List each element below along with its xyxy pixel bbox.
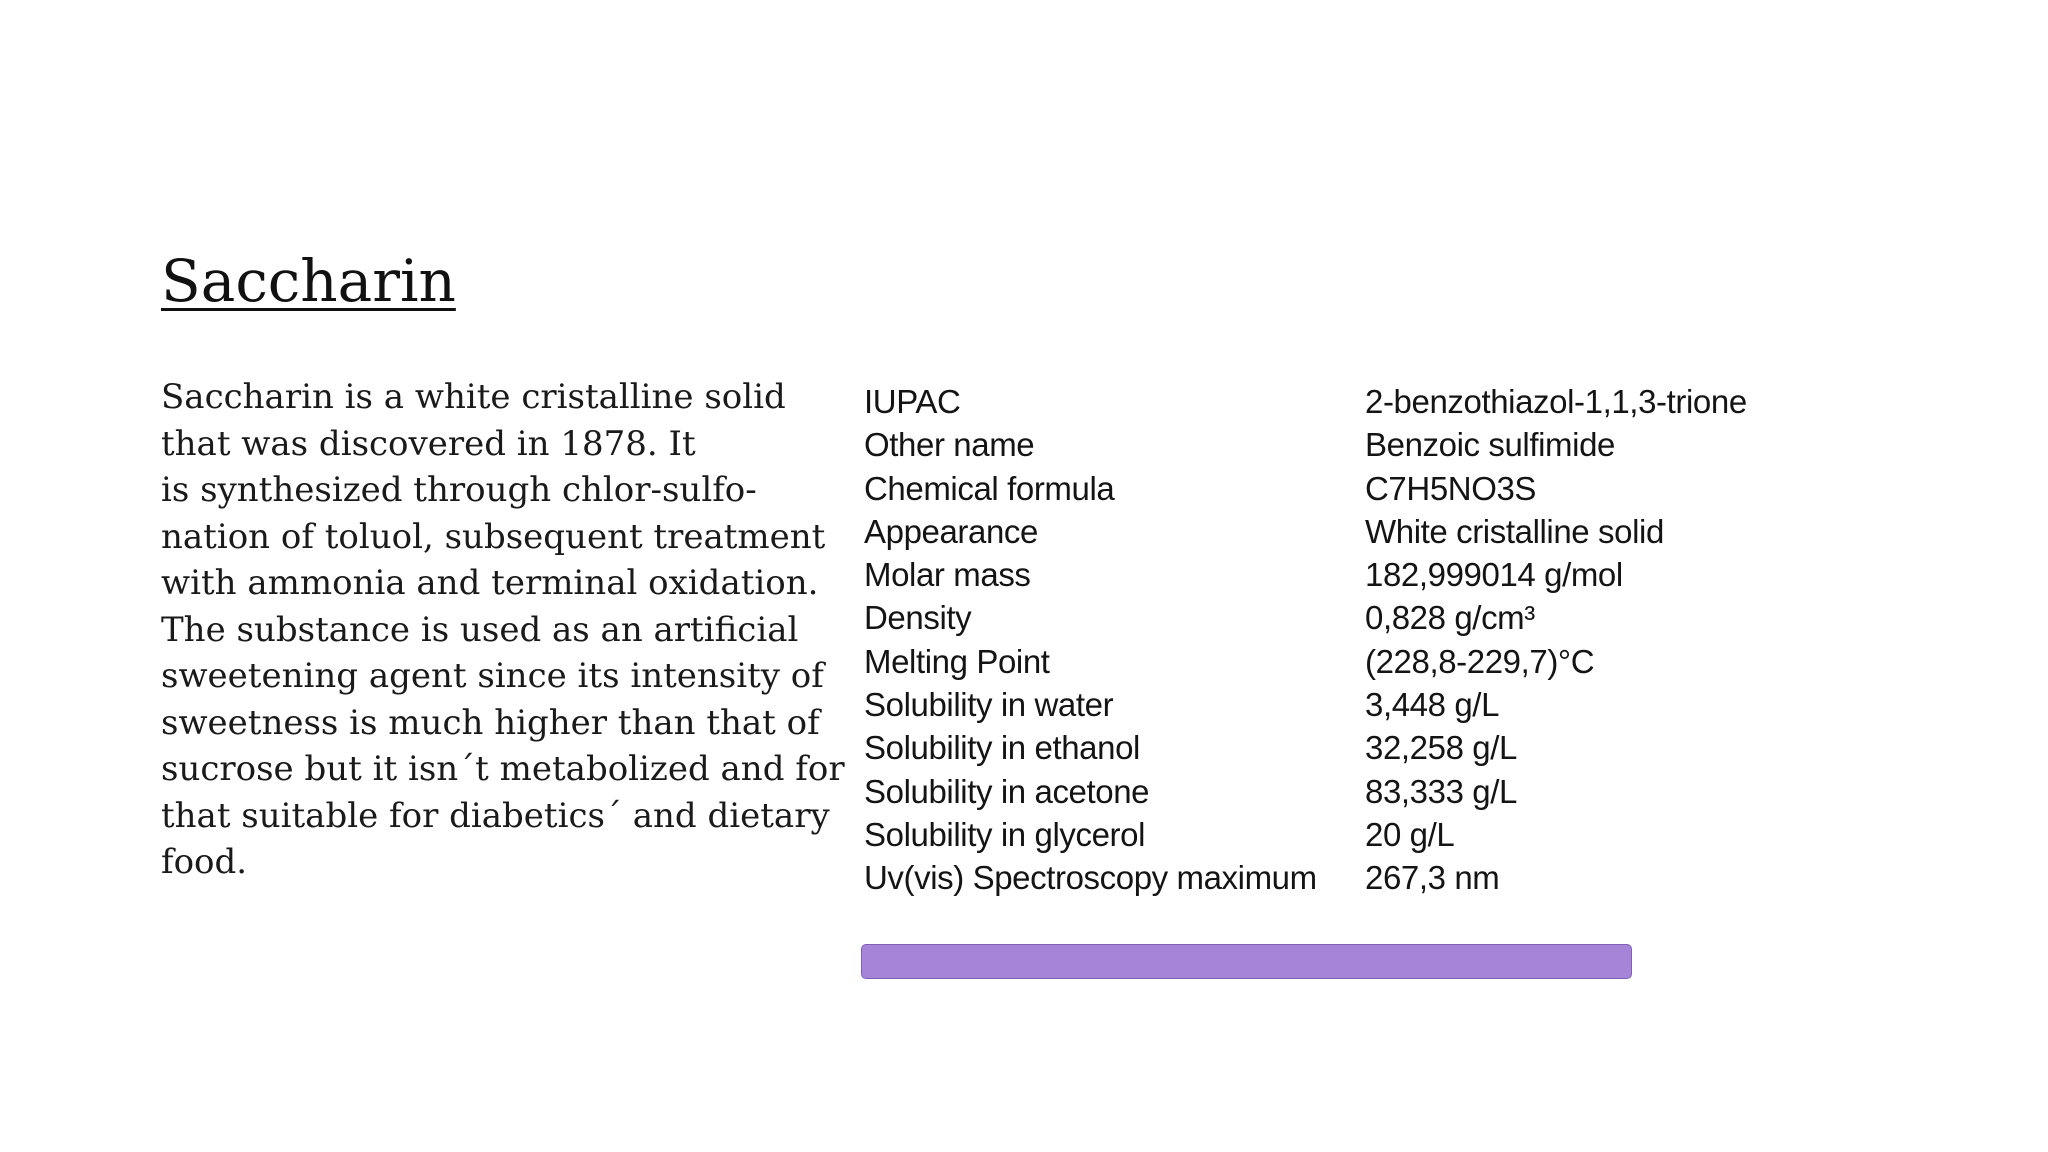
property-value: C7H5NO3S <box>1365 469 1537 507</box>
description-line: with ammonia and terminal oxidation. <box>161 563 819 603</box>
description-line: Saccharin is a white cristalline solid <box>161 377 786 417</box>
description-line: sweetness is much higher than that of <box>161 702 820 743</box>
table-row: Solubility in glycerol 20 g/L <box>864 813 1747 856</box>
description-line: food. <box>161 842 248 882</box>
table-row: Melting Point (228,8-229,7)°C <box>864 640 1747 683</box>
property-name: Density <box>864 599 972 637</box>
property-name: IUPAC <box>864 383 961 420</box>
description-line: that was discovered in 1878. It <box>161 423 696 464</box>
property-value: 83,333 g/L <box>1365 772 1517 810</box>
property-name: Uv(vis) Spectroscopy maximum <box>864 859 1317 897</box>
properties-table: IUPAC 2-benzothiazol-1,1,3-trione Other … <box>864 380 1747 900</box>
description-line: nation of toluol, subsequent treatment <box>161 516 826 557</box>
property-value: 20 g/L <box>1365 815 1455 853</box>
description-line: is synthesized through chlor-sulfo- <box>161 470 757 510</box>
description-line: sweetening agent since its intensity of <box>161 656 824 696</box>
description-line: The substance is used as an artificial <box>161 609 799 650</box>
table-row: Solubility in water 3,448 g/L <box>864 683 1747 726</box>
property-value: 2-benzothiazol-1,1,3-trione <box>1365 383 1747 420</box>
table-row: Uv(vis) Spectroscopy maximum 267,3 nm <box>864 856 1747 899</box>
property-value: 32,258 g/L <box>1365 729 1517 767</box>
slide-title: Saccharin <box>161 247 456 315</box>
property-name: Melting Point <box>864 642 1050 680</box>
property-name: Solubility in acetone <box>864 772 1150 810</box>
property-value: 182,999014 g/mol <box>1365 556 1623 594</box>
property-value: 267,3 nm <box>1365 859 1500 897</box>
description-line: sucrose but it isn´t metabolized and for <box>161 749 845 789</box>
property-name: Other name <box>864 426 1035 464</box>
table-row: Molar mass 182,999014 g/mol <box>864 553 1747 596</box>
table-row: Appearance White cristalline solid <box>864 510 1747 553</box>
property-name: Appearance <box>864 512 1038 550</box>
property-value: 3,448 g/L <box>1365 686 1500 724</box>
table-row: Other name Benzoic sulfimide <box>864 423 1747 466</box>
property-name: Solubility in water <box>864 686 1114 724</box>
property-name: Chemical formula <box>864 469 1115 507</box>
table-row: IUPAC 2-benzothiazol-1,1,3-trione <box>864 380 1747 423</box>
property-name: Molar mass <box>864 556 1031 594</box>
table-row: Chemical formula C7H5NO3S <box>864 467 1747 510</box>
description-line: that suitable for diabetics´ and dietary <box>161 795 830 836</box>
table-row: Density 0,828 g/cm³ <box>864 596 1747 639</box>
decorative-bar <box>861 944 1632 979</box>
description-text: Saccharin is a white cristalline solid t… <box>161 374 845 886</box>
property-value: 0,828 g/cm³ <box>1365 599 1535 637</box>
table-row: Solubility in acetone 83,333 g/L <box>864 770 1747 813</box>
table-row: Solubility in ethanol 32,258 g/L <box>864 726 1747 769</box>
property-value: Benzoic sulfimide <box>1365 426 1615 464</box>
property-value: White cristalline solid <box>1365 512 1664 550</box>
property-value: (228,8-229,7)°C <box>1365 642 1595 680</box>
property-name: Solubility in glycerol <box>864 815 1145 853</box>
property-name: Solubility in ethanol <box>864 729 1140 767</box>
